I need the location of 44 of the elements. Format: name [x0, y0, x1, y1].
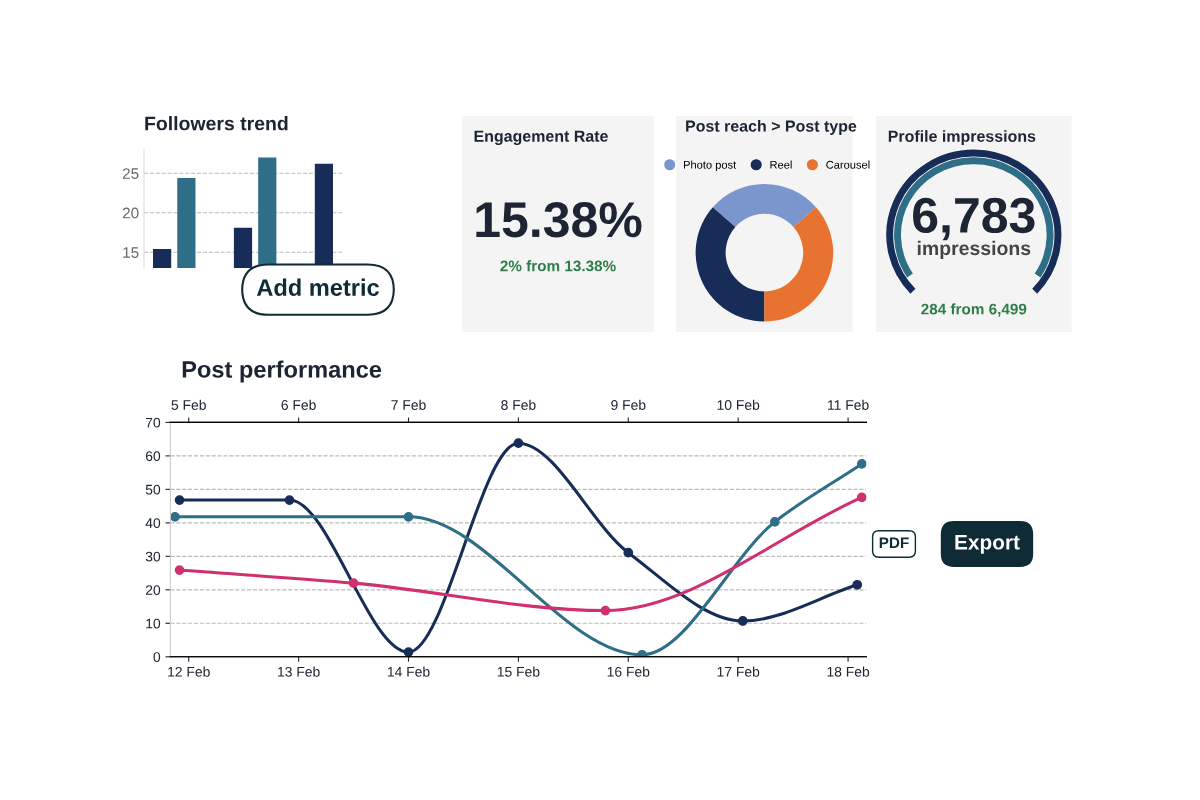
text: Export	[955, 535, 1020, 554]
chart-title: Post performance	[182, 360, 382, 383]
donut-slice	[712, 183, 816, 227]
y-tick-label: 25	[122, 168, 139, 179]
legend-label: Carousel	[826, 160, 870, 169]
x2-tick-label: 7 Feb	[391, 399, 426, 410]
chart-title: Post reach > Post type	[686, 120, 857, 135]
y-tick-label: 0	[153, 652, 161, 662]
x2-tick-label: 5 Feb	[171, 399, 206, 410]
x-tick-label: 16 Feb	[607, 666, 650, 677]
x-tick-label: 18 Feb	[827, 666, 870, 677]
chart-title: Followers trend	[145, 116, 288, 131]
y-tick-label: 15	[123, 247, 139, 258]
text: PDF	[879, 537, 909, 548]
y-tick-label: 40	[145, 518, 161, 529]
donut-slice	[764, 207, 834, 322]
text: impressions	[917, 240, 1031, 259]
x2-tick-label: 6 Feb	[281, 399, 316, 410]
y-tick-label: 20	[122, 207, 139, 219]
x-tick-label: 17 Feb	[717, 666, 760, 677]
x-tick-label: 13 Feb	[278, 666, 320, 677]
text: Engagement Rate	[474, 130, 608, 146]
legend-label: Reel	[770, 160, 792, 169]
x2-tick-label: 11 Feb	[828, 399, 869, 410]
donut-slice	[695, 207, 765, 322]
text: 284 from 6,499	[921, 303, 1027, 317]
y-tick-label: 50	[145, 484, 161, 495]
text: 15.38%	[476, 202, 642, 238]
text: Profile impressions	[888, 130, 1036, 146]
x2-tick-label: 9 Feb	[611, 399, 646, 410]
y-tick-label: 70	[145, 417, 161, 428]
x-tick-label: 14 Feb	[387, 666, 430, 677]
x2-tick-label: 8 Feb	[501, 399, 536, 410]
legend-label: Photo post	[683, 160, 737, 171]
text: Add metric	[256, 278, 379, 296]
y-tick-label: 60	[145, 451, 161, 462]
x2-tick-label: 10 Feb	[717, 399, 760, 410]
x-tick-label: 12 Feb	[168, 666, 210, 677]
text: 2% from 13.38%	[500, 260, 616, 272]
y-tick-label: 30	[145, 551, 161, 562]
y-tick-label: 20	[145, 585, 161, 595]
x-tick-label: 15 Feb	[497, 666, 540, 677]
y-tick-label: 10	[146, 618, 161, 629]
text: 6,783	[913, 197, 1035, 241]
